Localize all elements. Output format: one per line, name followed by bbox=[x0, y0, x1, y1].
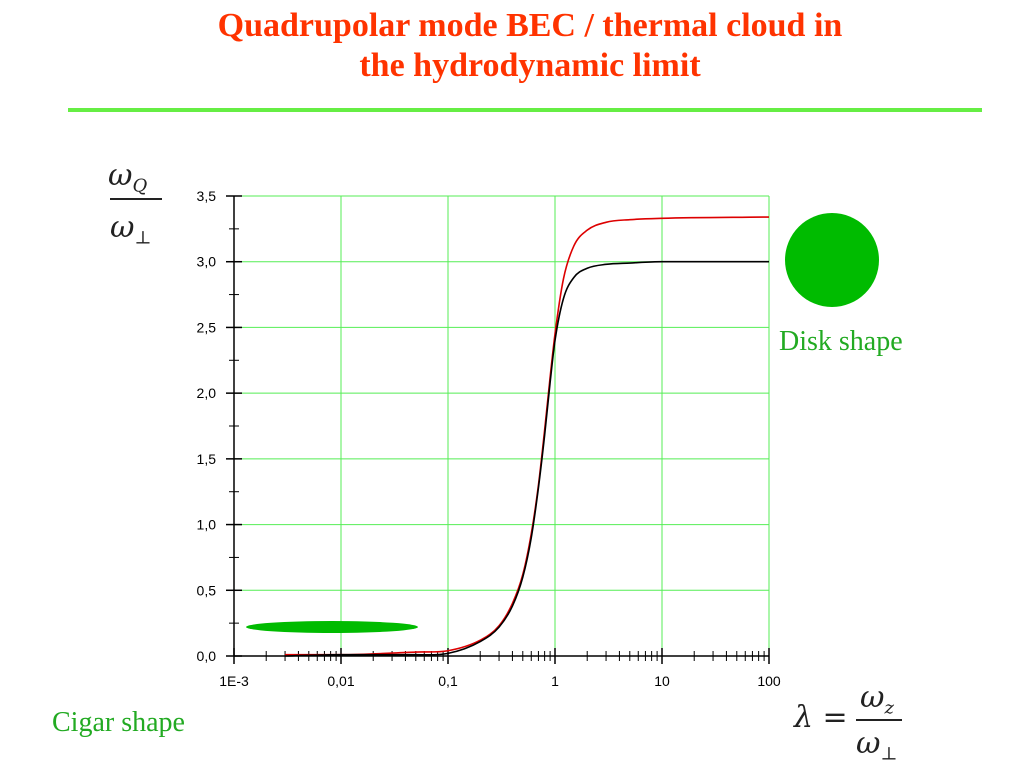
x-tick-label: 0,01 bbox=[327, 673, 354, 689]
y-tick-label: 1,5 bbox=[197, 451, 217, 467]
axes bbox=[226, 195, 770, 664]
disk-shape-label: Disk shape bbox=[779, 326, 903, 357]
title-line-1: Quadrupolar mode BEC / thermal cloud in bbox=[217, 7, 843, 44]
cigar-shape-illustration bbox=[246, 621, 418, 633]
x-tick-label: 100 bbox=[757, 673, 781, 689]
series-line-2 bbox=[285, 260, 769, 657]
title-rule bbox=[68, 108, 982, 112]
y-tick-label: 3,0 bbox=[197, 254, 217, 270]
x-label-numerator: ωz bbox=[860, 680, 894, 719]
cigar-shape-label: Cigar shape bbox=[52, 707, 185, 738]
y-tick-label: 3,5 bbox=[197, 188, 217, 204]
y-tick-label: 1,0 bbox=[197, 517, 217, 533]
y-tick-label: 0,0 bbox=[197, 648, 217, 664]
disk-shape-illustration bbox=[785, 213, 879, 307]
x-label-lhs: λ = bbox=[794, 700, 848, 735]
slide-title: Quadrupolar mode BEC / thermal cloud in … bbox=[60, 6, 1000, 86]
x-label-fraction-bar bbox=[856, 719, 902, 721]
title-line-2: the hydrodynamic limit bbox=[359, 47, 701, 84]
series bbox=[285, 216, 770, 657]
y-label-numerator: ωQ bbox=[108, 158, 148, 197]
x-label-denominator: ω⊥ bbox=[856, 726, 898, 765]
x-tick-label: 10 bbox=[654, 673, 670, 689]
x-tick-label: 1 bbox=[551, 673, 559, 689]
y-tick-label: 2,5 bbox=[197, 319, 217, 335]
y-tick-label: 0,5 bbox=[197, 582, 217, 598]
y-label-denominator: ω⊥ bbox=[110, 210, 152, 249]
y-label-fraction-bar bbox=[110, 198, 162, 200]
x-tick-label: 0,1 bbox=[438, 673, 458, 689]
x-tick-label: 1E-3 bbox=[219, 673, 249, 689]
tick-labels: 1E-3 0,01 0,1 1 10 100 0,0 0,5 1,0 1,5 2,0 2,5 3,0 3,… bbox=[197, 188, 781, 689]
series-line-1 bbox=[285, 216, 770, 656]
y-tick-label: 2,0 bbox=[197, 385, 217, 401]
grid bbox=[234, 195, 770, 656]
